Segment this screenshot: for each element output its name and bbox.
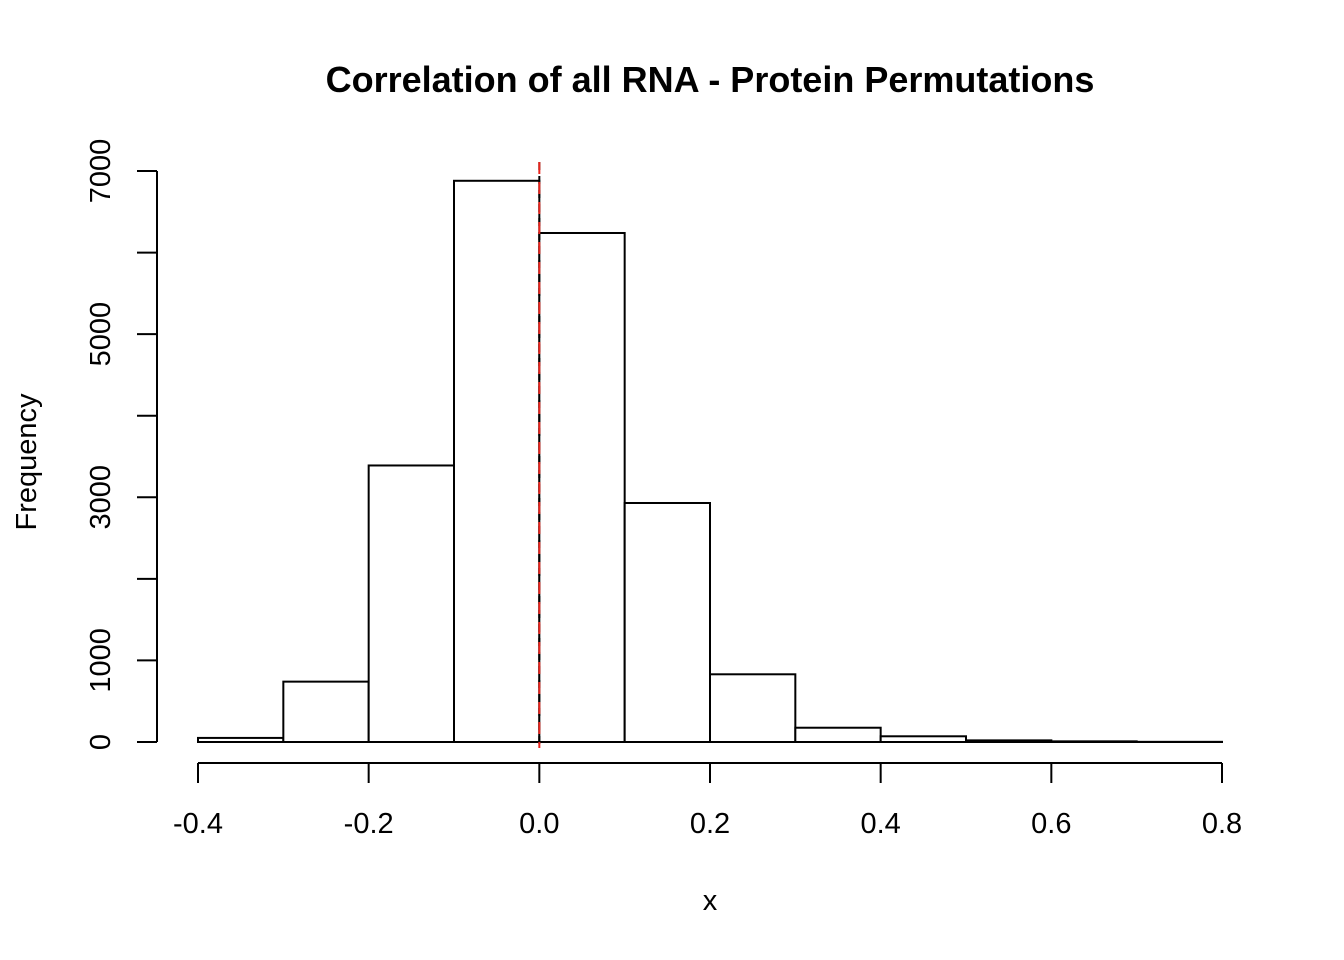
y-tick-label-1: 1000 [85,628,117,693]
histogram-bar-6 [709,673,797,743]
x-tick-label-3: 0.2 [690,808,730,840]
x-tick-label-5: 0.6 [1031,808,1071,840]
x-tick-label-0: -0.4 [173,808,223,840]
x-axis-label: x [703,885,718,917]
histogram-bar-7 [794,726,882,743]
x-tick-label-1: -0.2 [344,808,394,840]
x-axis: -0.4 -0.2 0.0 0.2 0.4 0.6 0.8 [173,762,1242,840]
x-tick-label-6: 0.8 [1202,808,1242,840]
x-tick-label-4: 0.4 [861,808,901,840]
chart-title: Correlation of all RNA - Protein Permuta… [326,59,1095,100]
y-tick-label-5: 5000 [85,302,117,367]
y-tick-label-0: 0 [85,734,117,750]
histogram-bar-2 [367,464,455,743]
x-tick-label-2: 0.0 [519,808,559,840]
bars-group [197,179,1223,744]
histogram-bar-1 [282,680,370,744]
histogram-bar-5 [623,501,712,744]
histogram-bar-4 [538,231,626,743]
y-axis: 0 1000 3000 5000 7000 [85,139,158,750]
histogram-bar-3 [453,179,541,743]
y-axis-label: Frequency [11,393,43,531]
y-tick-label-7: 7000 [85,139,117,204]
y-tick-label-3: 3000 [85,465,117,530]
